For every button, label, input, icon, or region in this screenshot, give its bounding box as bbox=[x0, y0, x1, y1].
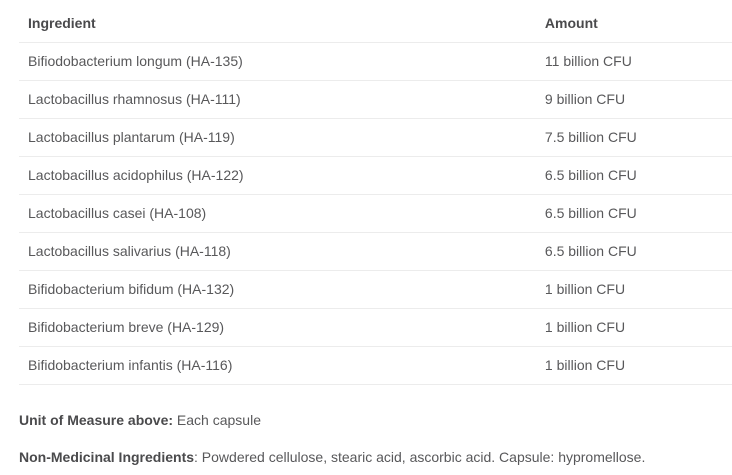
ingredient-cell: Lactobacillus plantarum (HA-119) bbox=[19, 118, 536, 157]
amount-cell: 6.5 billion CFU bbox=[535, 156, 732, 195]
table-row: Bifiodobacterium longum (HA-135) 11 bill… bbox=[19, 42, 732, 81]
ingredient-cell: Bifidobacterium bifidum (HA-132) bbox=[19, 270, 536, 309]
amount-cell: 9 billion CFU bbox=[535, 80, 732, 119]
ingredient-cell: Bifiodobacterium longum (HA-135) bbox=[19, 42, 536, 81]
table-row: Lactobacillus plantarum (HA-119) 7.5 bil… bbox=[19, 118, 732, 157]
amount-cell: 6.5 billion CFU bbox=[535, 232, 732, 271]
ingredient-cell: Lactobacillus rhamnosus (HA-111) bbox=[19, 80, 536, 119]
non-medicinal-value: : Powdered cellulose, stearic acid, asco… bbox=[194, 449, 646, 465]
non-medicinal-note: Non-Medicinal Ingredients: Powdered cell… bbox=[19, 448, 732, 466]
amount-cell: 1 billion CFU bbox=[535, 308, 732, 347]
ingredient-cell: Lactobacillus salivarius (HA-118) bbox=[19, 232, 536, 271]
amount-cell: 6.5 billion CFU bbox=[535, 194, 732, 233]
unit-of-measure-value: Each capsule bbox=[173, 412, 261, 428]
amount-cell: 7.5 billion CFU bbox=[535, 118, 732, 157]
ingredient-cell: Bifidobacterium infantis (HA-116) bbox=[19, 346, 536, 385]
ingredients-table-header: Ingredient Amount bbox=[19, 2, 732, 43]
table-row: Bifidobacterium infantis (HA-116) 1 bill… bbox=[19, 346, 732, 385]
ingredient-column-header: Ingredient bbox=[19, 2, 536, 43]
ingredient-cell: Lactobacillus acidophilus (HA-122) bbox=[19, 156, 536, 195]
amount-cell: 1 billion CFU bbox=[535, 270, 732, 309]
amount-cell: 11 billion CFU bbox=[535, 42, 732, 81]
unit-of-measure-note: Unit of Measure above: Each capsule bbox=[19, 411, 732, 429]
table-row: Lactobacillus rhamnosus (HA-111) 9 billi… bbox=[19, 80, 732, 119]
ingredient-table-body: Bifiodobacterium longum (HA-135) 11 bill… bbox=[19, 42, 732, 385]
ingredient-cell: Bifidobacterium breve (HA-129) bbox=[19, 308, 536, 347]
table-row: Bifidobacterium bifidum (HA-132) 1 billi… bbox=[19, 270, 732, 309]
table-row: Bifidobacterium breve (HA-129) 1 billion… bbox=[19, 308, 732, 347]
table-row: Lactobacillus casei (HA-108) 6.5 billion… bbox=[19, 194, 732, 233]
amount-cell: 1 billion CFU bbox=[535, 346, 732, 385]
ingredient-cell: Lactobacillus casei (HA-108) bbox=[19, 194, 536, 233]
unit-of-measure-label: Unit of Measure above: bbox=[19, 412, 174, 428]
non-medicinal-label: Non-Medicinal Ingredients bbox=[19, 449, 195, 465]
table-row: Lactobacillus acidophilus (HA-122) 6.5 b… bbox=[19, 156, 732, 195]
amount-column-header: Amount bbox=[535, 2, 732, 43]
ingredients-table: Ingredient Amount Bifiodobacterium longu… bbox=[19, 2, 732, 385]
header-row: Ingredient Amount bbox=[19, 2, 732, 43]
table-row: Lactobacillus salivarius (HA-118) 6.5 bi… bbox=[19, 232, 732, 271]
